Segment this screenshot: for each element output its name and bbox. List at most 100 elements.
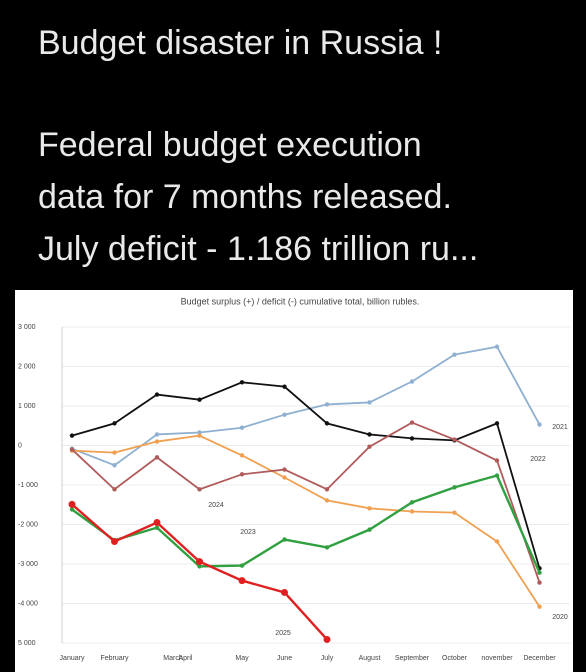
series-line (71, 434, 541, 608)
data-point (537, 422, 542, 427)
data-point (154, 439, 160, 444)
data-point (239, 425, 245, 430)
data-point (197, 487, 202, 492)
data-point (111, 537, 118, 545)
data-point (409, 500, 415, 505)
data-point (238, 577, 246, 585)
data-point (197, 433, 202, 438)
data-point (537, 580, 542, 585)
chart-title: Budget surplus (+) / deficit (-) cumulat… (181, 296, 420, 306)
series-label: 2020 (552, 614, 568, 621)
data-point (452, 485, 457, 490)
series-line (71, 474, 541, 574)
data-point (197, 564, 202, 569)
data-point (282, 412, 287, 417)
data-point (154, 432, 160, 437)
data-point (324, 487, 330, 492)
y-tick-label: 3 000 (18, 324, 36, 331)
y-tick-label: 2 000 (18, 363, 36, 370)
data-point (112, 421, 117, 426)
x-tick-label: January (60, 655, 85, 662)
data-point (197, 397, 202, 402)
data-point (452, 352, 457, 357)
data-point (494, 421, 500, 426)
data-point (69, 433, 75, 438)
series-line (71, 421, 541, 583)
data-point (494, 458, 500, 463)
data-point (239, 472, 245, 477)
data-point (537, 570, 542, 575)
data-point (452, 510, 457, 515)
x-tick-label: August (359, 655, 381, 662)
data-point (154, 392, 160, 397)
data-point (367, 444, 372, 449)
x-tick-label: December (523, 655, 556, 662)
data-point (68, 500, 76, 508)
data-point (494, 473, 500, 478)
data-point (323, 635, 331, 643)
data-point (452, 437, 457, 442)
data-point (282, 384, 287, 389)
data-point (324, 498, 330, 503)
x-tick-label: October (442, 655, 468, 662)
post-line: Budget disaster in Russia ! (38, 24, 443, 62)
series-label: 2021 (552, 424, 568, 431)
data-point (282, 537, 287, 542)
data-point (367, 527, 372, 532)
data-point (69, 447, 75, 452)
data-point (281, 588, 288, 596)
data-point (112, 463, 117, 468)
data-point (409, 509, 415, 514)
data-point (239, 380, 245, 385)
data-point (324, 402, 330, 407)
data-point (409, 436, 415, 441)
data-point (324, 545, 330, 550)
data-point (282, 475, 287, 480)
data-point (154, 455, 160, 460)
data-point (409, 420, 415, 425)
y-tick-label: 5 000 (18, 640, 36, 647)
data-point (154, 525, 160, 530)
series-label: 2023 (240, 529, 256, 536)
y-tick-label: -2 000 (18, 521, 38, 528)
data-point (282, 467, 287, 472)
post-line: Federal budget execution (38, 126, 422, 164)
post-line: data for 7 months released. (38, 178, 452, 216)
data-point (239, 563, 245, 568)
data-point (367, 506, 372, 511)
data-point (112, 450, 117, 455)
y-tick-label: -1 000 (18, 482, 38, 489)
x-tick-label: november (481, 655, 513, 662)
x-tick-label: July (321, 655, 334, 662)
x-tick-label: February (100, 655, 129, 662)
y-tick-label: 1 000 (18, 403, 36, 410)
x-tick-label: June (277, 655, 292, 662)
x-tick-label: September (395, 655, 430, 662)
data-point (409, 379, 415, 384)
series-line (71, 381, 541, 569)
post-line: July deficit - 1.186 trillion ru... (38, 230, 479, 268)
data-point (537, 604, 542, 609)
data-point (324, 421, 330, 426)
y-tick-label: -4 000 (18, 600, 38, 607)
y-tick-label: 0 (18, 442, 22, 449)
series-line (71, 345, 541, 467)
series-label: 2024 (208, 502, 224, 509)
data-point (197, 430, 202, 435)
data-point (69, 507, 75, 512)
series-label: 2025 (275, 630, 291, 637)
data-point (367, 432, 372, 437)
data-point (239, 453, 245, 458)
data-point (153, 519, 161, 527)
data-point (196, 558, 203, 566)
x-tick-label: May (235, 655, 249, 662)
data-point (494, 539, 500, 544)
y-tick-label: -3 000 (18, 561, 38, 568)
data-point (494, 344, 500, 349)
x-tick-label: April (178, 655, 192, 662)
series-label: 2022 (530, 456, 546, 463)
post-text: Budget disaster in Russia ! Federal budg… (0, 0, 586, 290)
data-point (367, 400, 372, 405)
